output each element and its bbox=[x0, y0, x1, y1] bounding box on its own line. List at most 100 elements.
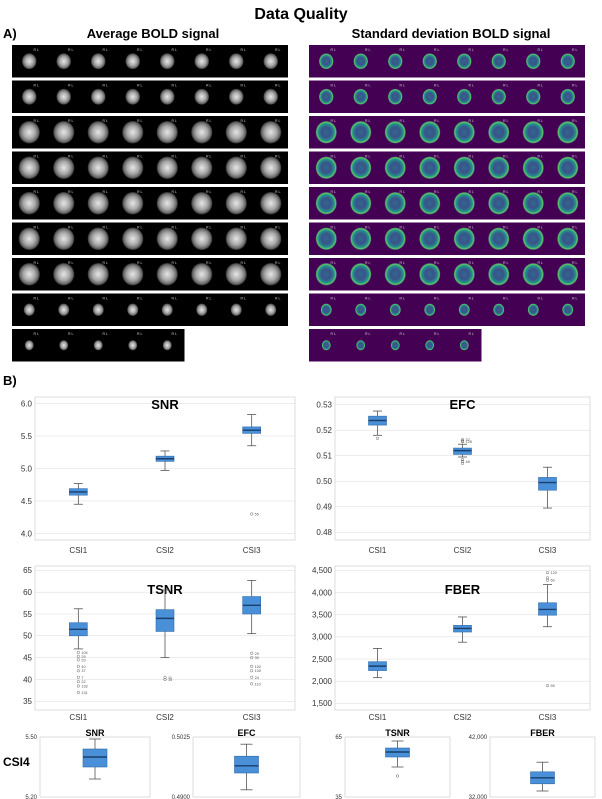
orientation-marker: R L bbox=[365, 84, 371, 88]
orientation-marker: R L bbox=[206, 84, 212, 88]
orientation-marker: R L bbox=[103, 297, 109, 301]
brain-slice bbox=[156, 191, 178, 215]
brain-slice bbox=[387, 88, 403, 105]
outlier-label: 102 bbox=[255, 665, 261, 669]
outlier-point bbox=[460, 461, 465, 465]
outlier-label: 22 bbox=[81, 680, 85, 684]
orientation-marker: R L bbox=[103, 48, 109, 52]
brain-slice bbox=[260, 262, 282, 286]
brain-slice bbox=[560, 53, 576, 70]
outlier-point bbox=[545, 578, 550, 582]
y-tick-label: 2,500 bbox=[312, 655, 333, 664]
outlier-label: 120 bbox=[551, 571, 557, 575]
outlier-label: 55 bbox=[255, 513, 259, 517]
brain-slice bbox=[456, 53, 472, 70]
brain-slice bbox=[161, 303, 173, 316]
x-tick-label: CSI2 bbox=[454, 546, 472, 555]
plot-frame bbox=[489, 736, 596, 798]
orientation-marker: R L bbox=[538, 48, 544, 52]
brain-slice bbox=[557, 191, 579, 215]
brain-slice bbox=[321, 340, 331, 351]
brain-slice bbox=[384, 120, 406, 144]
outlier-point bbox=[250, 656, 254, 660]
brain-slice bbox=[356, 340, 366, 351]
outlier-point bbox=[250, 512, 254, 516]
x-tick-label: CSI3 bbox=[243, 546, 261, 555]
orientation-marker: R L bbox=[469, 190, 475, 194]
orientation-marker: R L bbox=[137, 332, 143, 336]
brain-slice bbox=[18, 156, 40, 180]
orientation-marker: R L bbox=[68, 48, 74, 52]
orientation-marker: R L bbox=[434, 119, 440, 123]
plot-frame bbox=[344, 736, 451, 798]
brain-slice bbox=[196, 303, 208, 316]
outlier-label: 30 bbox=[255, 656, 259, 660]
orientation-marker: R L bbox=[503, 155, 509, 159]
brain-slice bbox=[527, 303, 539, 316]
brain-slice bbox=[92, 303, 104, 316]
orientation-marker: R L bbox=[434, 226, 440, 230]
brain-slice bbox=[125, 53, 141, 70]
orientation-marker: R L bbox=[400, 190, 406, 194]
outlier-point bbox=[545, 571, 550, 575]
orientation-marker: R L bbox=[206, 119, 212, 123]
chart-snr-main: 4.0 4.5 5.0 5.5 6.0 SNR CSI1 CSI2 CSI3 55 bbox=[21, 396, 296, 555]
brain-slice bbox=[350, 120, 372, 144]
brain-slice bbox=[560, 88, 576, 105]
orientation-marker: R L bbox=[34, 155, 40, 159]
x-tick-label: CSI1 bbox=[369, 546, 387, 555]
orientation-marker: R L bbox=[137, 155, 143, 159]
orientation-marker: R L bbox=[331, 155, 337, 159]
outlier-label: 40 bbox=[81, 665, 85, 669]
orientation-marker: R L bbox=[572, 48, 578, 52]
brain-slice bbox=[522, 191, 544, 215]
x-tick-label: CSI2 bbox=[156, 713, 174, 722]
orientation-marker: R L bbox=[34, 332, 40, 336]
orientation-marker: R L bbox=[331, 332, 337, 336]
y-tick-label: 2,000 bbox=[312, 677, 333, 686]
orientation-marker: R L bbox=[331, 48, 337, 52]
orientation-marker: R L bbox=[538, 261, 544, 265]
brain-slice bbox=[125, 88, 141, 105]
brain-slice bbox=[127, 303, 139, 316]
y-tick-label: 6.0 bbox=[21, 399, 33, 408]
orientation-marker: R L bbox=[68, 119, 74, 123]
brain-slice bbox=[90, 53, 106, 70]
orientation-marker: R L bbox=[365, 226, 371, 230]
orientation-marker: R L bbox=[538, 119, 544, 123]
orientation-marker: R L bbox=[241, 226, 247, 230]
figure-title: Data Quality bbox=[254, 6, 347, 23]
brain-slice bbox=[156, 227, 178, 251]
orientation-marker: R L bbox=[400, 261, 406, 265]
brain-slice bbox=[18, 262, 40, 286]
outlier-label: 29 bbox=[81, 655, 85, 659]
orientation-marker: R L bbox=[572, 261, 578, 265]
brain-slice bbox=[194, 53, 210, 70]
orientation-marker: R L bbox=[34, 84, 40, 88]
chart-efc-main: 0.48 0.49 0.50 0.51 0.52 0.53 EFC CSI1 CSI2 CSI3 3… bbox=[316, 396, 591, 555]
brain-slice bbox=[87, 156, 109, 180]
brain-slice bbox=[557, 227, 579, 251]
brain-slice bbox=[522, 227, 544, 251]
x-tick-label: CSI3 bbox=[539, 713, 557, 722]
orientation-marker: R L bbox=[172, 226, 178, 230]
outlier-point bbox=[163, 675, 167, 679]
orientation-marker: R L bbox=[331, 261, 337, 265]
orientation-marker: R L bbox=[137, 190, 143, 194]
brain-slice bbox=[53, 191, 75, 215]
orientation-marker: R L bbox=[275, 226, 281, 230]
brain-slice bbox=[419, 156, 441, 180]
y-tick-label: 0.48 bbox=[316, 528, 332, 537]
chart-title: SNR bbox=[85, 728, 105, 738]
orientation-marker: R L bbox=[206, 155, 212, 159]
orientation-marker: R L bbox=[172, 48, 178, 52]
orientation-marker: R L bbox=[172, 119, 178, 123]
orientation-marker: R L bbox=[400, 297, 406, 301]
orientation-marker: R L bbox=[434, 190, 440, 194]
brain-slice bbox=[522, 120, 544, 144]
brain-slice bbox=[156, 120, 178, 144]
orientation-marker: R L bbox=[68, 332, 74, 336]
orientation-marker: R L bbox=[365, 261, 371, 265]
orientation-marker: R L bbox=[137, 48, 143, 52]
brain-slice bbox=[87, 120, 109, 144]
